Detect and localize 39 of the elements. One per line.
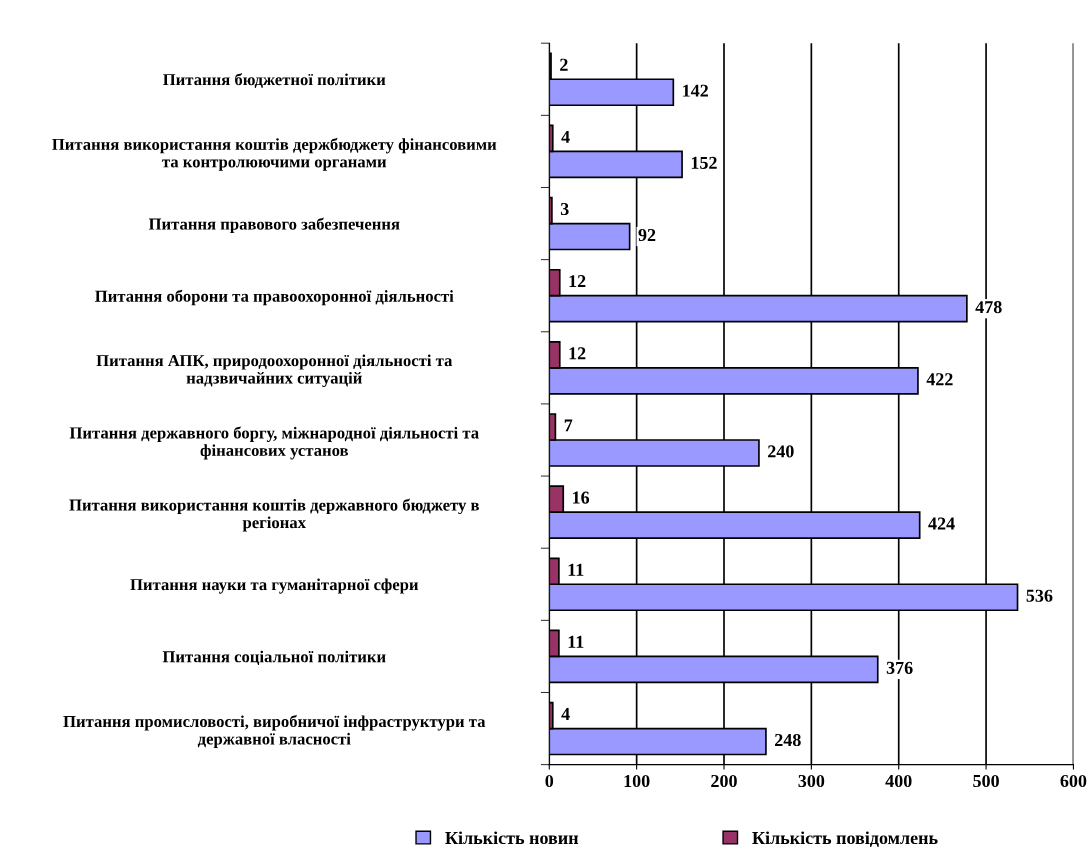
data-label: 7 xyxy=(564,419,573,432)
data-label: 478 xyxy=(975,301,1002,314)
data-label: 11 xyxy=(568,563,584,576)
y-tick-label: Питання АПК, природоохоронної діяльності та надзвичайних ситуацій xyxy=(96,354,453,388)
x-tick-label: 500 xyxy=(973,774,999,788)
x-tick-label: 200 xyxy=(711,774,737,788)
x-tick-label: 600 xyxy=(1060,774,1087,788)
y-tick-label: Питання державного боргу, міжнародної діяльності та фінансових установ xyxy=(69,426,479,460)
y-tick-label: Питання оборони та правоохоронної діяльності xyxy=(95,289,454,306)
x-tick-label: 300 xyxy=(798,774,825,788)
data-label: 152 xyxy=(691,156,717,169)
data-label: 12 xyxy=(569,347,586,360)
data-label: 422 xyxy=(926,373,953,386)
data-label: 4 xyxy=(561,130,570,143)
data-label: 4 xyxy=(561,708,570,720)
data-label: 376 xyxy=(886,661,913,674)
legend-label: Кількість новин xyxy=(445,831,579,845)
y-tick-label: Питання бюджетної політики xyxy=(163,73,386,88)
data-label: 12 xyxy=(569,275,586,288)
x-tick-label: 400 xyxy=(885,774,912,788)
x-tick-label: 100 xyxy=(624,774,650,788)
data-label: 92 xyxy=(638,228,656,242)
y-tick-label: Питання використання коштів держбюджету фінансовими та контролюючими органами xyxy=(52,137,497,171)
data-label: 2 xyxy=(560,58,568,71)
data-label: 11 xyxy=(568,635,584,648)
data-label: 16 xyxy=(573,491,590,504)
data-label: 424 xyxy=(928,517,955,530)
y-tick-label: Питання правового забезпечення xyxy=(148,217,400,234)
data-label: 3 xyxy=(560,202,569,216)
x-tick-label: 0 xyxy=(545,774,554,788)
y-tick-label: Питання використання коштів державного бюджету в регіонах xyxy=(69,498,479,532)
data-label: 536 xyxy=(1026,589,1053,602)
y-tick-label: Питання науки та гуманітарної сфери xyxy=(130,578,419,594)
data-label: 240 xyxy=(768,445,794,458)
data-label: 248 xyxy=(775,733,801,747)
y-tick-label: Питання соціальної політики xyxy=(162,650,386,666)
data-label: 142 xyxy=(683,84,708,97)
legend-label: Кількість повідомлень xyxy=(752,831,938,848)
y-tick-label: Питання промисловості, виробничої інфраструктури та державної власності xyxy=(63,715,486,748)
